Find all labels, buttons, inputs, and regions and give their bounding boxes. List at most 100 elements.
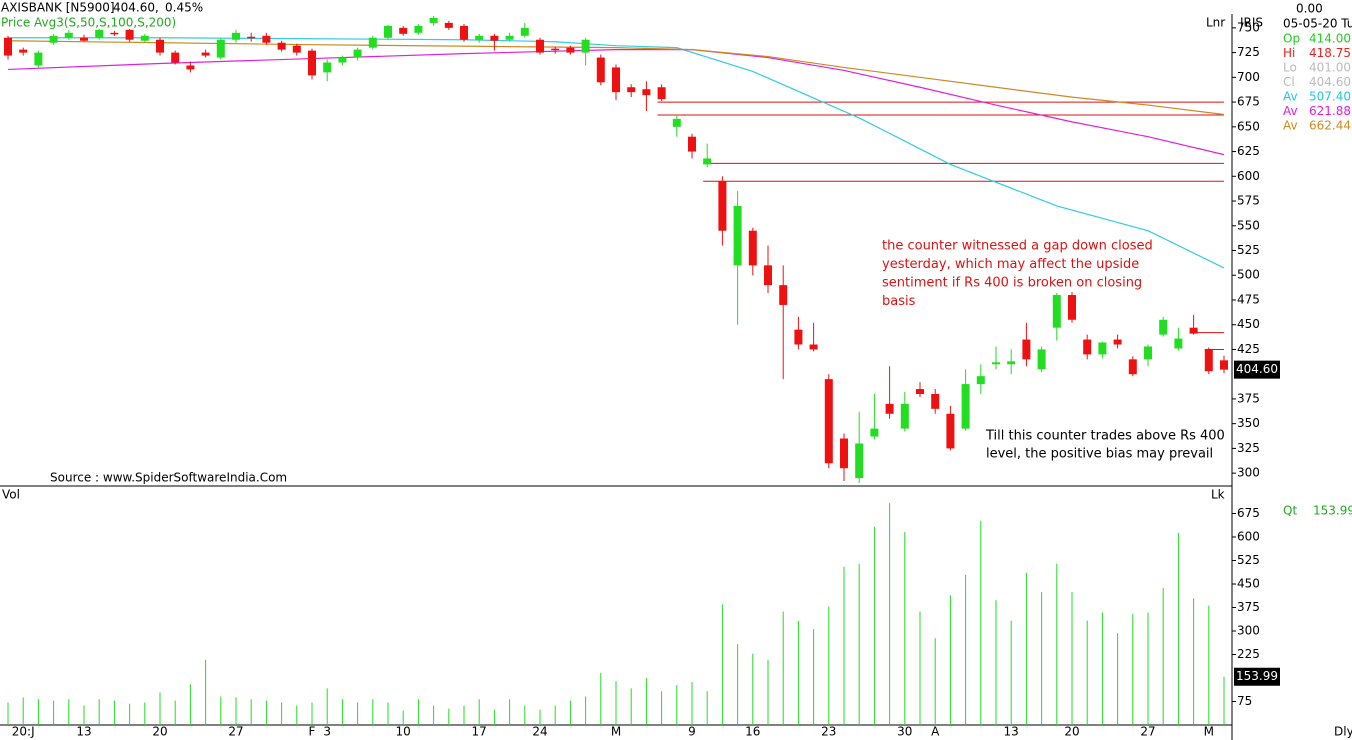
candle-body: [596, 57, 605, 83]
candle-body: [1220, 360, 1228, 370]
candle-body: [444, 22, 453, 28]
info-label: Av: [1283, 104, 1298, 118]
x-tick-label: M: [611, 725, 621, 739]
candle-body: [688, 136, 696, 152]
x-tick-label: 13: [76, 725, 91, 739]
candle-body: [277, 42, 286, 50]
right-title: IRIS: [1240, 16, 1263, 30]
candle-body: [1144, 346, 1152, 360]
candle-body: [232, 32, 240, 40]
x-tick-label: 30: [897, 725, 912, 739]
candle-body: [338, 57, 347, 63]
candle-body: [156, 39, 164, 53]
annotation: yesterday, which may affect the upside: [882, 257, 1139, 272]
v-tick-label: 375: [1237, 600, 1260, 614]
candle-body: [1007, 361, 1016, 365]
candle-body: [368, 37, 377, 48]
candle-body: [399, 27, 408, 34]
change: 0.45%: [165, 1, 203, 15]
candle-body: [247, 36, 256, 39]
candle-body: [460, 25, 468, 40]
candle-body: [80, 37, 88, 41]
y-tick-label: 625: [1237, 144, 1260, 158]
candle-body: [429, 17, 438, 23]
candle-body: [1052, 295, 1061, 328]
candle-body: [900, 403, 909, 429]
candle-body: [292, 45, 301, 53]
annotation: sentiment if Rs 400 is broken on closing: [882, 276, 1142, 291]
candle-body: [748, 230, 757, 266]
candle-body: [855, 443, 864, 479]
info-value: 621.88: [1309, 104, 1351, 118]
candle-body: [171, 52, 180, 63]
y-tick-label: 500: [1237, 268, 1260, 282]
candle-body: [840, 438, 848, 469]
candle-body: [520, 27, 529, 36]
annotation: the counter witnessed a gap down closed: [882, 239, 1153, 254]
symbol: AXISBANK [N5900]: [1, 1, 115, 15]
candle-body: [323, 62, 332, 73]
candle-body: [551, 48, 560, 51]
candle-body: [870, 428, 879, 437]
candle-body: [216, 39, 225, 58]
candle-body: [34, 52, 43, 66]
info-label: Cl: [1283, 75, 1295, 89]
v-tick-label: 600: [1237, 530, 1260, 544]
last-price: 404.60,: [113, 1, 159, 15]
candle-body: [931, 393, 940, 409]
qty-label: Qt: [1283, 504, 1297, 518]
price-tag: 404.60: [1236, 362, 1278, 376]
candle-body: [961, 384, 970, 429]
x-tick-label: 27: [228, 725, 243, 739]
y-tick-label: 750: [1237, 20, 1260, 34]
info-label: Lo: [1283, 61, 1297, 75]
candle-body: [627, 87, 636, 93]
candle-body: [718, 181, 727, 231]
right-value: 0.00: [1296, 2, 1323, 16]
moving-average: [7, 40, 1225, 116]
y-tick-label: 600: [1237, 169, 1260, 183]
candle-body: [1022, 339, 1031, 360]
candle-body: [672, 118, 681, 127]
y-tick-label: 575: [1237, 194, 1260, 208]
source: Source : www.SpiderSoftwareIndia.Com: [50, 471, 287, 485]
info-label: Av: [1283, 119, 1298, 133]
info-label: Av: [1283, 90, 1298, 104]
candle-body: [1083, 339, 1092, 355]
candle-body: [612, 67, 620, 93]
candle-body: [490, 35, 499, 41]
price-label: Price: [1, 16, 30, 30]
y-tick-label: 525: [1237, 243, 1260, 257]
y-tick-label: 700: [1237, 70, 1260, 84]
candle-body: [4, 37, 12, 56]
info-value: 507.40: [1309, 90, 1351, 104]
indicator: Avg3(S,50,S,100,S,200): [34, 16, 176, 30]
x-tick-label: 23: [821, 725, 836, 739]
candle-body: [657, 87, 666, 100]
candle-body: [976, 376, 985, 385]
candle-body: [764, 265, 772, 286]
candle-body: [885, 403, 894, 414]
volume-label: Vol: [2, 488, 20, 502]
info-label: Hi: [1283, 46, 1295, 60]
candle-body: [1037, 349, 1046, 370]
y-tick-label: 350: [1237, 416, 1260, 430]
candle-body: [19, 49, 28, 53]
x-tick-label: 20: [152, 725, 167, 739]
candle-body: [703, 158, 712, 165]
candle-body: [95, 29, 104, 38]
x-tick-label: 20:J: [12, 725, 35, 739]
x-tick-label: 10: [396, 725, 411, 739]
x-tick-label: A: [931, 725, 940, 739]
candle-body: [505, 35, 514, 40]
volume-scale: Lk: [1211, 488, 1225, 502]
qty-value: 153.99: [1313, 504, 1352, 518]
x-tick-label: 3: [323, 725, 331, 739]
v-tick-label: 675: [1237, 506, 1260, 520]
candle-body: [536, 39, 544, 53]
volume-tag: 153.99: [1236, 669, 1278, 683]
v-tick-label: 525: [1237, 553, 1260, 567]
y-tick-label: 475: [1237, 292, 1260, 306]
v-tick-label: 75: [1237, 694, 1252, 708]
